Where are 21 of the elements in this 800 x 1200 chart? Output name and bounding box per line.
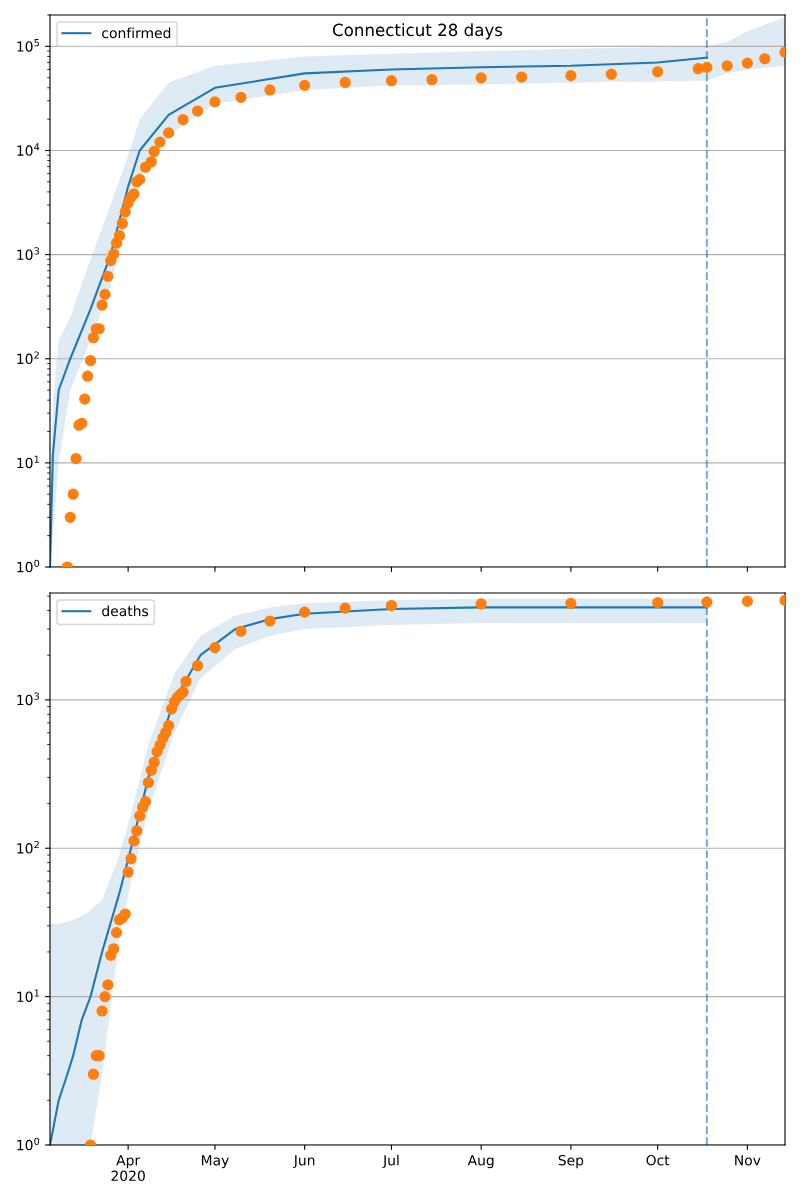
legend-label: deaths	[102, 605, 149, 617]
y-tick-label: 10$^{3}$	[17, 692, 40, 706]
y-tick-label: 10$^{3}$	[17, 247, 40, 260]
x-tick-label: May	[201, 1155, 229, 1169]
y-tick-label: 10$^{4}$	[17, 143, 40, 156]
x-tick-label: Jun	[293, 1155, 315, 1169]
y-tick-label: 10$^{0}$	[17, 559, 40, 573]
y-tick-label: 10$^{2}$	[17, 840, 39, 854]
x-tick-label: Nov	[735, 1155, 761, 1166]
x-tick-label: Apr 2020	[111, 1155, 145, 1182]
x-tick-label: Aug	[467, 1155, 494, 1169]
x-tick-label: Jul	[382, 1154, 399, 1169]
y-tick-label: 10$^{1}$	[17, 989, 39, 1002]
legend-label: confirmed	[102, 27, 171, 39]
y-tick-label: 10$^{2}$	[17, 351, 39, 365]
chart-title: Connecticut 28 days	[332, 23, 503, 40]
y-tick-label: 10$^{0}$	[17, 1137, 40, 1151]
y-tick-label: 10$^{1}$	[17, 455, 39, 469]
x-tick-label: Sep	[558, 1154, 584, 1169]
y-tick-label: 10$^{5}$	[17, 39, 39, 52]
x-tick-label: Oct	[646, 1154, 670, 1166]
